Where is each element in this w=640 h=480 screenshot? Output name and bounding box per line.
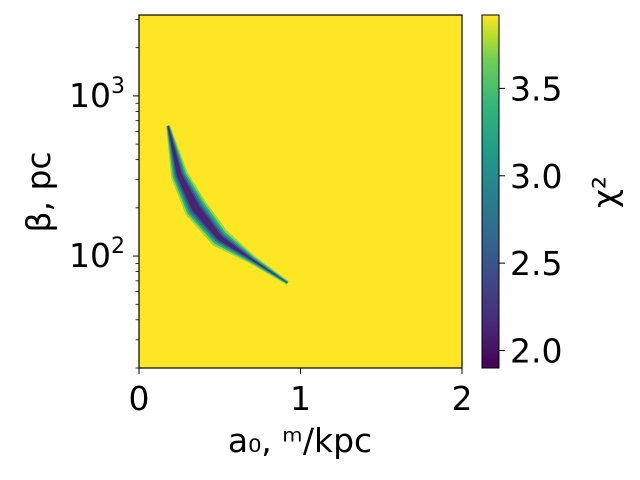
colorbar: 2.0 2.5 3.0 3.5 χ² bbox=[481, 14, 624, 371]
y-axis-ticks: 102 103 bbox=[69, 19, 139, 369]
band-level-4 bbox=[167, 125, 288, 283]
heatmap-plot bbox=[138, 14, 463, 369]
x-tick-label: 1 bbox=[290, 379, 311, 418]
x-tick-label: 2 bbox=[452, 379, 473, 418]
x-axis-label: a₀, ᵐ/kpc bbox=[228, 421, 372, 460]
colorbar-gradient bbox=[481, 14, 500, 369]
low-chi2-band bbox=[166, 125, 289, 285]
colorbar-label: χ² bbox=[585, 176, 624, 208]
y-tick-label: 102 bbox=[69, 234, 125, 275]
x-axis-ticks: 0 1 2 bbox=[129, 368, 473, 418]
y-axis-label: β, pc bbox=[19, 151, 58, 232]
colorbar-tick-label: 3.0 bbox=[510, 157, 562, 196]
colorbar-tick-label: 3.5 bbox=[510, 69, 562, 108]
colorbar-tick-label: 2.5 bbox=[510, 244, 562, 283]
y-tick-label: 103 bbox=[69, 74, 125, 115]
colorbar-ticks: 2.0 2.5 3.0 3.5 bbox=[499, 69, 562, 371]
colorbar-tick-label: 2.0 bbox=[510, 332, 562, 371]
x-tick-label: 0 bbox=[129, 379, 150, 418]
